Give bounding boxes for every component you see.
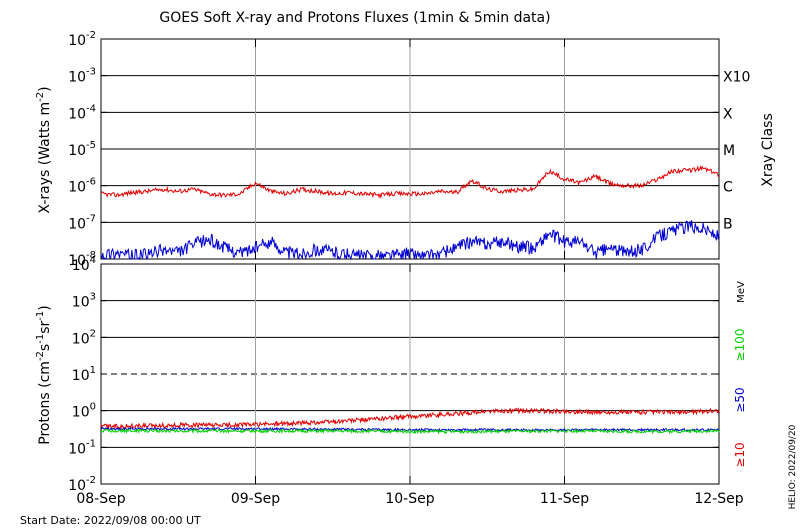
xray-class-label: C xyxy=(723,180,733,196)
start-date-label: Start Date: 2022/09/08 00:00 UT xyxy=(20,514,201,527)
proton-grid xyxy=(101,263,719,485)
xray-y-tick-label: 10-6 xyxy=(68,177,96,196)
xray-series-red xyxy=(100,165,720,200)
proton-y-tick-label: 102 xyxy=(72,328,96,347)
proton-legend-entry: ≥50 xyxy=(733,387,747,412)
xray-y-tick-labels: 10-2 10-3 10-4 10-5 10-6 10-7 10-8 xyxy=(68,30,96,269)
proton-y-axis-label: Protons (cm-2s-1sr-1) xyxy=(35,305,53,444)
xray-class-label: M xyxy=(723,143,735,159)
proton-legend-entry: ≥10 xyxy=(733,442,747,467)
xray-y-tick-label: 10-7 xyxy=(68,213,96,232)
x-tick-label: 12-Sep xyxy=(694,491,743,507)
xray-right-axis-label: Xray Class xyxy=(760,113,776,187)
proton-unit-label: MeV xyxy=(736,281,747,303)
xray-class-label: X10 xyxy=(723,70,750,86)
proton-y-tick-label: 101 xyxy=(72,365,96,384)
chart-title: GOES Soft X-ray and Protons Fluxes (1min… xyxy=(159,10,550,26)
proton-y-tick-label: 10-2 xyxy=(68,475,96,494)
x-tick-label: 10-Sep xyxy=(385,491,434,507)
proton-y-tick-labels: 104 103 102 101 100 10-1 10-2 xyxy=(68,255,96,494)
proton-y-tick-label: 104 xyxy=(72,255,96,274)
xray-y-tick-label: 10-2 xyxy=(68,30,96,49)
x-tick-label: 09-Sep xyxy=(231,491,280,507)
xray-y-tick-label: 10-4 xyxy=(68,103,96,122)
proton-y-tick-label: 103 xyxy=(72,292,96,311)
proton-panel: 104 103 102 101 100 10-1 10-2 ≥10 ≥50 ≥100 MeV P… xyxy=(35,255,747,494)
xray-y-tick-label: 10-3 xyxy=(68,67,96,86)
xray-class-label: B xyxy=(723,216,733,232)
xray-panel: 10-2 10-3 10-4 10-5 10-6 10-7 10-8 X10 X M C B Xra… xyxy=(35,30,776,269)
xray-class-labels: X10 X M C B xyxy=(723,70,750,233)
proton-y-tick-label: 10-1 xyxy=(68,438,96,457)
proton-legend-entry: ≥100 xyxy=(733,329,747,362)
proton-y-tick-label: 100 xyxy=(72,402,96,421)
xray-y-tick-label: 10-5 xyxy=(68,140,96,159)
xray-y-tick-label: 10-8 xyxy=(68,250,96,269)
proton-series-red xyxy=(100,407,720,430)
x-tick-label: 08-Sep xyxy=(76,491,125,507)
proton-series xyxy=(100,407,720,435)
xray-y-axis-label: X-rays (Watts m-2) xyxy=(35,86,53,213)
helio-stamp: HELIO: 2022/09/20 xyxy=(788,424,798,509)
proton-legend: ≥10 ≥50 ≥100 xyxy=(733,329,747,468)
proton-series-green xyxy=(100,428,720,435)
xray-class-label: X xyxy=(723,106,733,122)
x-tick-label: 11-Sep xyxy=(540,491,589,507)
x-tick-labels: 08-Sep 09-Sep 10-Sep 11-Sep 12-Sep xyxy=(76,39,744,507)
